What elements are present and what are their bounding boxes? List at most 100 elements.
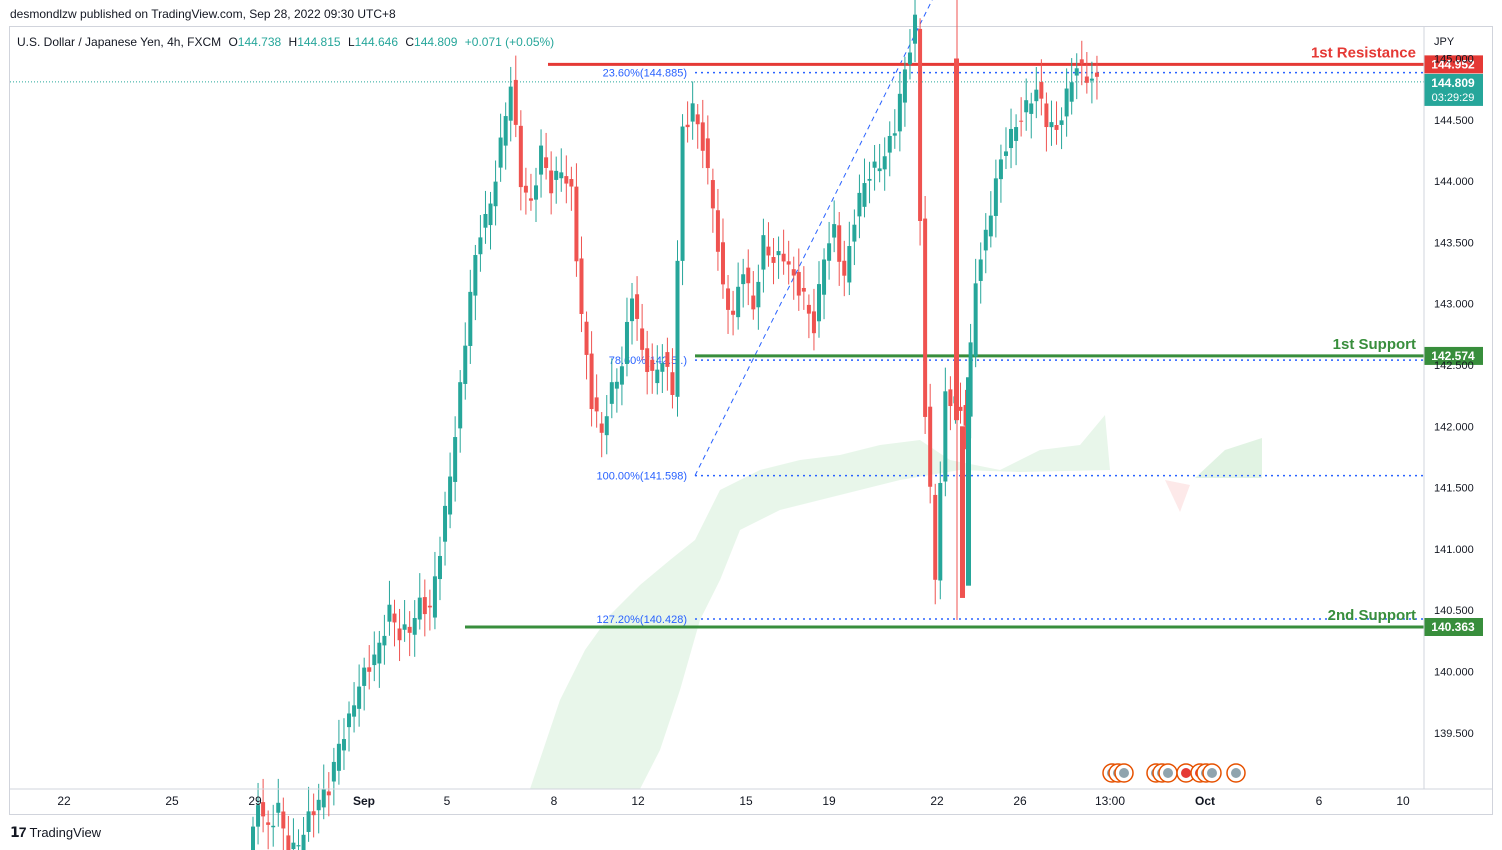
candle-body [554, 170, 559, 180]
candle-body [726, 288, 731, 310]
economic-events [1102, 763, 1246, 783]
x-tick-label: 26 [1013, 794, 1027, 808]
candle-body [811, 311, 816, 334]
x-tick-label: 13:00 [1095, 794, 1125, 808]
candle-body [832, 224, 837, 238]
candle-body [387, 604, 392, 622]
candle-body [326, 791, 331, 796]
candle-body [857, 192, 862, 217]
candle-body [902, 69, 907, 103]
level-price-badge [1424, 55, 1483, 74]
close-value: 144.809 [414, 35, 458, 49]
currency-label: JPY [1434, 36, 1455, 48]
candle-body [483, 213, 488, 228]
candle-body [913, 14, 918, 44]
candle-body [837, 225, 842, 262]
candle-body [675, 260, 680, 397]
candle-body [559, 172, 564, 179]
y-tick-label: 139.500 [1434, 728, 1474, 740]
candle-body [301, 834, 306, 850]
candle-body [478, 237, 483, 255]
candle-body [306, 811, 311, 832]
candle-body [493, 181, 498, 207]
candle-body [928, 406, 933, 487]
candle-body [261, 802, 266, 817]
candle-body [958, 406, 963, 411]
candle-body [938, 482, 943, 581]
candle-body [1084, 76, 1089, 83]
candle-body [731, 310, 736, 315]
candle-body [1029, 103, 1034, 114]
candle-body [715, 210, 720, 252]
candle-body [1074, 68, 1079, 76]
candle-body [372, 654, 377, 666]
candle-body [584, 321, 589, 355]
candle-body [468, 291, 473, 346]
ichimoku-cloud-red [1165, 480, 1190, 512]
candle-body [377, 642, 382, 664]
candle-body [1069, 82, 1074, 102]
x-tick-label: 29 [248, 794, 262, 808]
chart-frame[interactable] [9, 26, 1493, 815]
candle-body [1019, 120, 1024, 122]
candle-body [801, 287, 806, 292]
candle-body [817, 284, 821, 322]
y-tick-label: 142.500 [1434, 360, 1474, 372]
x-tick-label: Sep [353, 794, 375, 808]
candle-body [862, 183, 867, 207]
time-axis: 22 25 29 Sep 5 8 12 15 19 22 26 13:00 Oct 6 10 [10, 27, 1492, 808]
candle-body [488, 203, 493, 226]
footer-brand[interactable]: 𝟭7 TradingView [10, 824, 101, 841]
candle-body [569, 179, 574, 187]
candle-body [473, 255, 478, 296]
candle-body [1064, 88, 1069, 117]
level-name-label: 1st Resistance [1311, 44, 1416, 61]
candle-body [296, 845, 301, 847]
close-label: C [405, 35, 414, 49]
support-resistance-levels: 2nd Resistance147.0811st Resistance144.9… [465, 44, 1483, 636]
candle-body [635, 294, 640, 319]
candle-body [281, 811, 286, 829]
candle-body [867, 178, 872, 181]
candle-body [756, 281, 761, 308]
candle-body [291, 842, 296, 850]
candle-body [791, 269, 796, 276]
candle-body [1079, 59, 1084, 64]
candle-body [336, 743, 341, 771]
candle-body [417, 597, 422, 620]
open-label: O [228, 35, 237, 49]
candle-body [933, 494, 938, 580]
candle-body [766, 246, 771, 256]
candle-body [960, 426, 965, 598]
y-tick-label: 140.000 [1434, 667, 1474, 679]
change-value: +0.071 (+0.05%) [465, 35, 554, 49]
candle-body [523, 185, 528, 193]
countdown-label: 03:29:29 [1432, 92, 1475, 104]
candle-body [998, 159, 1003, 180]
level-name-label: 2nd Support [1328, 607, 1416, 624]
candle-body [872, 161, 877, 168]
y-tick-label: 142.000 [1434, 421, 1474, 433]
high-label: H [289, 35, 298, 49]
y-tick-label: 144.000 [1434, 176, 1474, 188]
candle-body [503, 116, 508, 146]
symbol-name[interactable]: U.S. Dollar / Japanese Yen, 4h, FXCM [17, 35, 221, 49]
candle-body [463, 345, 468, 384]
fib-level-label: 23.60%(144.885) [603, 68, 687, 80]
candle-body [341, 739, 346, 751]
candle-body [458, 382, 463, 429]
tradingview-logo-icon: 𝟭7 [10, 824, 27, 840]
level-price-label: 140.363 [1431, 620, 1475, 634]
candle-body [256, 805, 261, 827]
candle-body [599, 423, 604, 433]
candle-body [619, 366, 624, 385]
candle-body [680, 126, 685, 261]
candle-body [1034, 89, 1039, 102]
candle-body [331, 761, 336, 782]
candle-body [948, 389, 953, 407]
candle-body [316, 799, 321, 811]
candle-body [392, 613, 397, 623]
candle-body [518, 125, 523, 188]
candle-body [453, 437, 458, 482]
